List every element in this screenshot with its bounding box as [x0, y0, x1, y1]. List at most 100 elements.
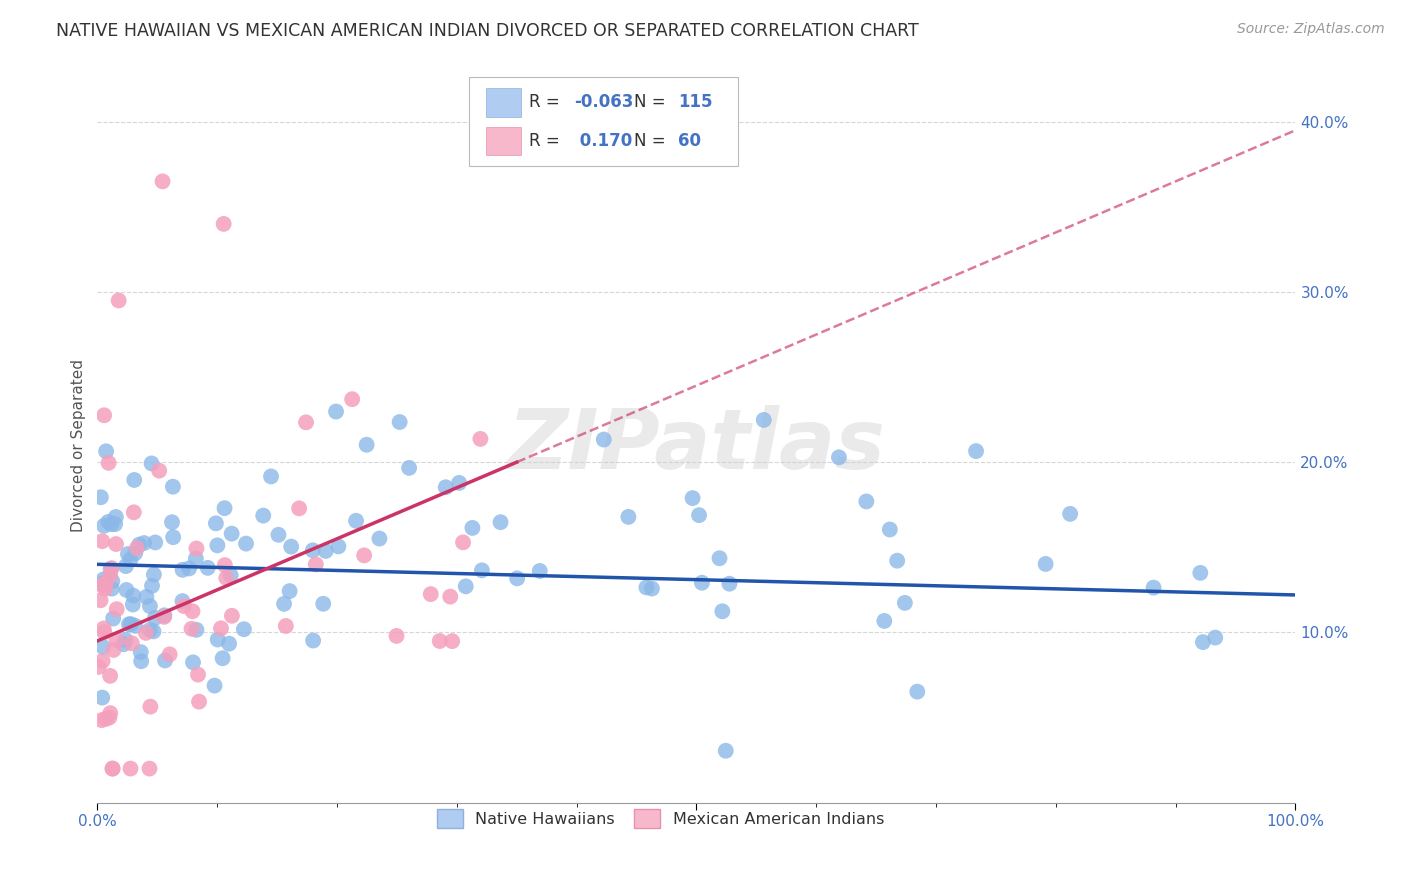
Point	[120, 552, 142, 566]
Point	[429, 634, 451, 648]
Point	[90, 713, 112, 727]
Point	[273, 597, 295, 611]
Point	[122, 505, 145, 519]
Point	[90, 593, 112, 607]
FancyBboxPatch shape	[485, 88, 522, 117]
Point	[107, 293, 129, 308]
Text: N =: N =	[634, 94, 671, 112]
Point	[214, 501, 236, 516]
Point	[328, 540, 350, 554]
Point	[312, 597, 335, 611]
Point	[353, 549, 375, 563]
Point	[105, 537, 128, 551]
Point	[93, 409, 115, 423]
Point	[101, 762, 124, 776]
Point	[162, 480, 184, 494]
Point	[315, 544, 337, 558]
Point	[142, 624, 165, 639]
Point	[1189, 566, 1212, 580]
Point	[112, 637, 135, 651]
Point	[752, 413, 775, 427]
Point	[91, 577, 114, 591]
Point	[120, 762, 142, 776]
Point	[124, 619, 146, 633]
Point	[278, 584, 301, 599]
Point	[280, 540, 302, 554]
Point	[93, 625, 115, 640]
Point	[115, 582, 138, 597]
Point	[90, 490, 112, 504]
Point	[100, 582, 122, 596]
Point	[97, 456, 120, 470]
Point	[215, 571, 238, 585]
Point	[98, 710, 121, 724]
Point	[186, 541, 208, 556]
Point	[180, 622, 202, 636]
Point	[209, 621, 232, 635]
Point	[1035, 557, 1057, 571]
Point	[302, 633, 325, 648]
Point	[104, 517, 127, 532]
Point	[205, 516, 228, 531]
Point	[103, 643, 125, 657]
Point	[125, 541, 148, 556]
Text: 0.170: 0.170	[574, 132, 633, 150]
Point	[118, 617, 141, 632]
Point	[441, 634, 464, 648]
Point	[139, 599, 162, 613]
Point	[1204, 631, 1226, 645]
Point	[143, 535, 166, 549]
Point	[636, 581, 658, 595]
Point	[1142, 581, 1164, 595]
Point	[117, 547, 139, 561]
Point	[617, 509, 640, 524]
Point	[148, 464, 170, 478]
Point	[252, 508, 274, 523]
Point	[162, 530, 184, 544]
Point	[91, 578, 114, 592]
FancyBboxPatch shape	[485, 127, 522, 155]
Point	[141, 457, 163, 471]
Point	[187, 667, 209, 681]
Point	[855, 494, 877, 508]
Point	[212, 217, 235, 231]
Point	[97, 515, 120, 529]
Point	[142, 567, 165, 582]
Point	[181, 604, 204, 618]
Point	[905, 684, 928, 698]
Point	[177, 561, 200, 575]
Point	[197, 561, 219, 575]
Point	[690, 575, 713, 590]
Point	[235, 536, 257, 550]
Point	[121, 636, 143, 650]
Point	[93, 572, 115, 586]
Point	[305, 558, 328, 572]
Point	[419, 587, 441, 601]
Y-axis label: Divorced or Separated: Divorced or Separated	[72, 359, 86, 532]
Point	[121, 598, 143, 612]
Point	[449, 475, 471, 490]
Point	[98, 706, 121, 721]
Point	[122, 589, 145, 603]
Point	[87, 660, 110, 674]
Point	[592, 433, 614, 447]
Point	[207, 538, 229, 552]
Text: 115: 115	[679, 94, 713, 112]
Point	[186, 623, 208, 637]
Point	[105, 633, 128, 648]
Point	[873, 614, 896, 628]
Point	[153, 608, 176, 623]
Point	[828, 450, 851, 465]
Legend: Native Hawaiians, Mexican American Indians: Native Hawaiians, Mexican American India…	[430, 803, 890, 834]
Point	[718, 576, 741, 591]
Point	[682, 491, 704, 505]
Point	[91, 640, 114, 654]
Point	[218, 637, 240, 651]
Text: -0.063: -0.063	[574, 94, 634, 112]
Point	[100, 562, 122, 576]
Point	[115, 559, 138, 574]
Point	[965, 444, 987, 458]
Point	[94, 582, 117, 596]
Point	[128, 538, 150, 552]
Point	[204, 679, 226, 693]
